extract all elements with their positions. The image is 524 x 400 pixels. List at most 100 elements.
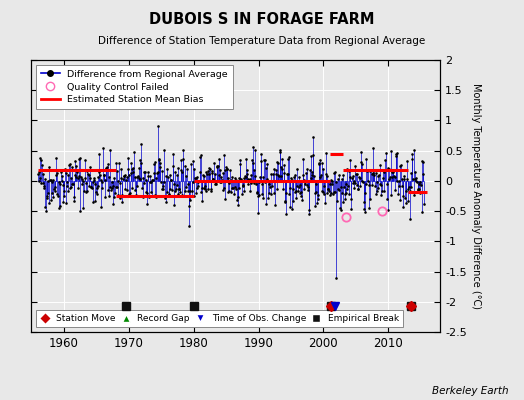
Point	[184, 222, 193, 229]
Point	[396, 163, 404, 169]
Point	[57, 173, 66, 180]
Point	[274, 171, 282, 178]
Point	[356, 175, 364, 181]
Point	[121, 186, 129, 192]
Point	[342, 180, 350, 187]
Point	[406, 216, 414, 222]
Point	[342, 190, 351, 196]
Point	[402, 188, 410, 194]
Point	[248, 159, 257, 166]
Point	[277, 173, 285, 180]
Point	[333, 198, 341, 204]
Point	[253, 190, 261, 196]
Point	[341, 191, 350, 198]
Point	[378, 187, 386, 194]
Point	[215, 172, 223, 178]
Point	[346, 157, 355, 164]
Point	[116, 180, 124, 186]
Point	[361, 190, 369, 196]
Point	[100, 172, 108, 178]
Point	[287, 174, 295, 181]
Point	[269, 171, 277, 177]
Point	[235, 184, 243, 191]
Point	[149, 177, 157, 183]
Point	[74, 156, 83, 162]
Point	[188, 188, 196, 194]
Point	[166, 186, 174, 192]
Point	[218, 176, 226, 183]
Point	[145, 179, 154, 186]
Point	[203, 185, 212, 192]
Point	[197, 151, 205, 158]
Point	[191, 190, 200, 197]
Point	[86, 164, 94, 170]
Point	[321, 171, 330, 177]
Point	[132, 192, 140, 198]
Point	[401, 195, 409, 201]
Point	[289, 186, 297, 192]
Point	[296, 190, 304, 196]
Point	[249, 144, 257, 150]
Point	[119, 176, 127, 182]
Point	[322, 150, 330, 156]
Point	[403, 176, 411, 182]
Point	[138, 194, 147, 200]
Point	[394, 191, 402, 198]
Point	[185, 203, 193, 209]
Point	[282, 190, 291, 196]
Point	[68, 164, 76, 170]
Point	[326, 181, 334, 187]
Point	[217, 174, 225, 180]
Point	[142, 189, 150, 195]
Point	[308, 169, 316, 176]
Point	[255, 192, 263, 198]
Point	[147, 188, 155, 195]
Point	[312, 189, 321, 195]
Point	[154, 169, 162, 175]
Point	[345, 190, 353, 197]
Point	[350, 178, 358, 185]
Point	[79, 177, 87, 184]
Point	[357, 177, 366, 184]
Point	[390, 187, 399, 194]
Point	[124, 154, 132, 161]
Point	[376, 181, 385, 187]
Point	[44, 190, 52, 196]
Point	[305, 206, 314, 213]
Point	[143, 201, 151, 208]
Point	[399, 204, 408, 210]
Point	[409, 192, 418, 199]
Point	[286, 185, 294, 192]
Text: DUBOIS S IN FORAGE FARM: DUBOIS S IN FORAGE FARM	[149, 12, 375, 27]
Point	[225, 180, 233, 186]
Point	[133, 174, 141, 181]
Point	[201, 182, 209, 189]
Point	[105, 174, 114, 180]
Point	[238, 181, 247, 188]
Point	[99, 144, 107, 151]
Point	[129, 164, 138, 171]
Point	[208, 168, 216, 174]
Point	[87, 184, 95, 190]
Point	[51, 155, 60, 161]
Point	[71, 172, 79, 178]
Point	[219, 187, 227, 193]
Point	[284, 171, 292, 178]
Point	[223, 166, 232, 172]
Point	[38, 180, 47, 186]
Point	[275, 148, 283, 155]
Point	[236, 161, 245, 167]
Point	[173, 172, 181, 178]
Point	[173, 164, 182, 171]
Point	[391, 174, 399, 180]
Point	[278, 165, 286, 172]
Point	[236, 157, 244, 163]
Point	[104, 161, 112, 167]
Point	[365, 181, 374, 188]
Point	[398, 193, 407, 199]
Point	[185, 188, 194, 194]
Point	[54, 192, 62, 199]
Point	[281, 199, 289, 205]
Point	[213, 164, 221, 170]
Point	[358, 161, 367, 168]
